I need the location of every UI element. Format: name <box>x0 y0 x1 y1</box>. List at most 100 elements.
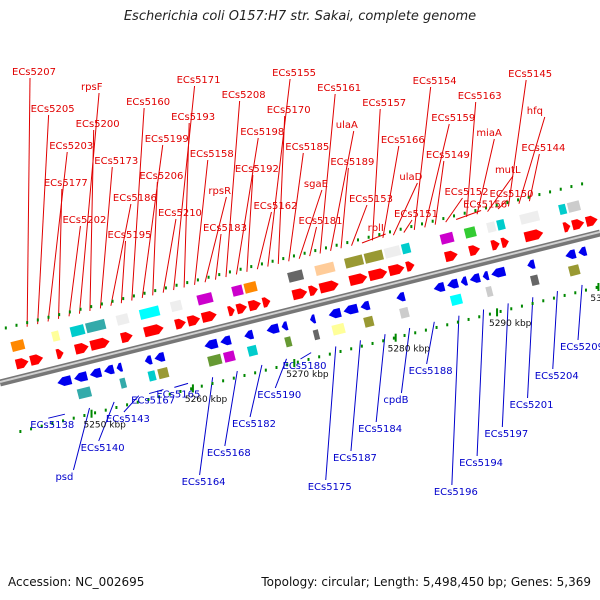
ruler-dot <box>72 416 75 420</box>
ruler-dot <box>303 251 306 255</box>
bottom-label-leader <box>552 291 558 370</box>
forward-gene-arrow <box>308 285 318 297</box>
top-label-leader <box>309 226 318 257</box>
forward-gene-arrow <box>227 306 235 317</box>
top-gene-label: ECs5206 <box>139 171 183 182</box>
top-gene-label: ECs5158 <box>190 149 234 160</box>
top-label-leader <box>162 218 177 293</box>
ruler-dot <box>254 371 257 375</box>
ruler-tick-label: 5280 kbp <box>388 344 431 354</box>
ruler-dot <box>164 286 167 290</box>
genome-summary: Topology: circular; Length: 5,498,450 bp… <box>261 575 591 589</box>
cog-block <box>10 339 26 352</box>
bottom-gene-label: ECs5204 <box>535 371 579 382</box>
bottom-label-leader <box>350 340 361 452</box>
ruler-dot <box>392 336 395 340</box>
cog-block <box>400 242 412 255</box>
top-label-leader <box>152 181 158 296</box>
forward-gene-arrow <box>500 237 509 248</box>
top-gene-label: ECs5192 <box>235 164 279 175</box>
reverse-gene-arrow <box>281 321 289 331</box>
forward-gene-arrow <box>444 250 458 263</box>
ruler-dot <box>399 227 402 231</box>
bottom-label-leader <box>123 395 140 413</box>
ruler-dot <box>517 198 520 202</box>
forward-gene-arrow <box>261 297 271 308</box>
reverse-gene-arrow <box>220 335 232 346</box>
ruler-dot <box>30 427 33 431</box>
top-label-leader <box>246 174 254 272</box>
cog-block <box>558 203 568 215</box>
top-label-leader <box>403 219 413 233</box>
ruler-dot <box>463 211 466 215</box>
cog-block <box>485 286 494 298</box>
ruler-dot <box>143 291 146 295</box>
ruler-dot <box>222 379 225 383</box>
ruler-dot <box>563 293 566 297</box>
top-gene-label: miaA <box>476 128 502 139</box>
ruler-dot <box>175 283 178 287</box>
genome-backbone <box>0 229 600 387</box>
top-label-leader <box>288 152 304 262</box>
top-gene-label: ECs5205 <box>31 104 75 115</box>
ruler-tick-mark <box>90 409 93 418</box>
ruler-dot <box>147 397 150 401</box>
top-label-leader <box>235 137 259 275</box>
cog-block <box>51 330 61 342</box>
ruler-tick-label: 5250 kbp <box>83 420 126 430</box>
ruler-dot <box>388 230 391 234</box>
top-gene-label: ECs5145 <box>508 69 552 80</box>
bottom-gene-label: ECs5196 <box>434 487 478 498</box>
forward-gene-arrow <box>120 332 133 344</box>
reverse-gene-arrow <box>328 307 342 319</box>
bottom-gene-label: ECs5194 <box>459 458 503 469</box>
top-gene-label: ECs5160 <box>126 97 170 108</box>
ruler-dot <box>307 357 310 361</box>
ruler-dot <box>410 225 413 229</box>
ruler-dot <box>132 294 135 298</box>
ruler-dot <box>36 318 39 322</box>
ruler-dot <box>243 373 246 377</box>
top-gene-label: ECs5195 <box>108 230 152 241</box>
cog-blocks <box>10 200 581 400</box>
top-gene-label: ECs5200 <box>76 119 120 130</box>
ruler-dot <box>581 182 584 186</box>
ruler-dot <box>584 288 587 292</box>
forward-gene-arrow <box>74 343 89 355</box>
reverse-gene-arrow <box>460 276 468 286</box>
ruler-dot <box>47 315 50 319</box>
ruler-dot <box>382 339 385 343</box>
ruler-dot <box>26 321 29 325</box>
ruler-dot <box>531 301 534 305</box>
ruler-dot <box>207 275 210 279</box>
reverse-gene-arrow <box>154 352 166 362</box>
ruler-dot <box>196 278 199 282</box>
top-gene-label: hfq <box>527 106 543 117</box>
reverse-gene-arrow <box>116 362 124 372</box>
ruler-dot <box>346 241 349 245</box>
bottom-label-leader <box>149 389 164 395</box>
ruler-dot <box>83 413 86 417</box>
cog-block <box>463 226 477 239</box>
cog-block <box>486 221 497 233</box>
top-label-leader <box>89 129 95 312</box>
ruler-dot <box>19 430 22 434</box>
reverse-gene-arrow <box>565 249 577 259</box>
ruler-dot <box>335 243 338 247</box>
cog-block <box>344 254 365 269</box>
top-label-leader <box>141 144 164 299</box>
bottom-gene-label: ECs5188 <box>409 366 453 377</box>
reverse-gene-arrow <box>396 291 406 302</box>
bottom-gene-label: ECs5138 <box>30 420 74 431</box>
ruler-dot <box>296 360 299 364</box>
ruler-dot <box>200 384 203 388</box>
reverse-gene-arrow <box>266 323 280 334</box>
label-leader-lines <box>26 77 583 486</box>
cog-block <box>243 281 258 294</box>
gene-arrows <box>14 215 598 386</box>
top-gene-label: ECs5150 <box>490 189 534 200</box>
ruler-dot <box>264 368 267 372</box>
forward-gene-arrow <box>468 245 480 257</box>
top-label-leader <box>371 108 381 241</box>
